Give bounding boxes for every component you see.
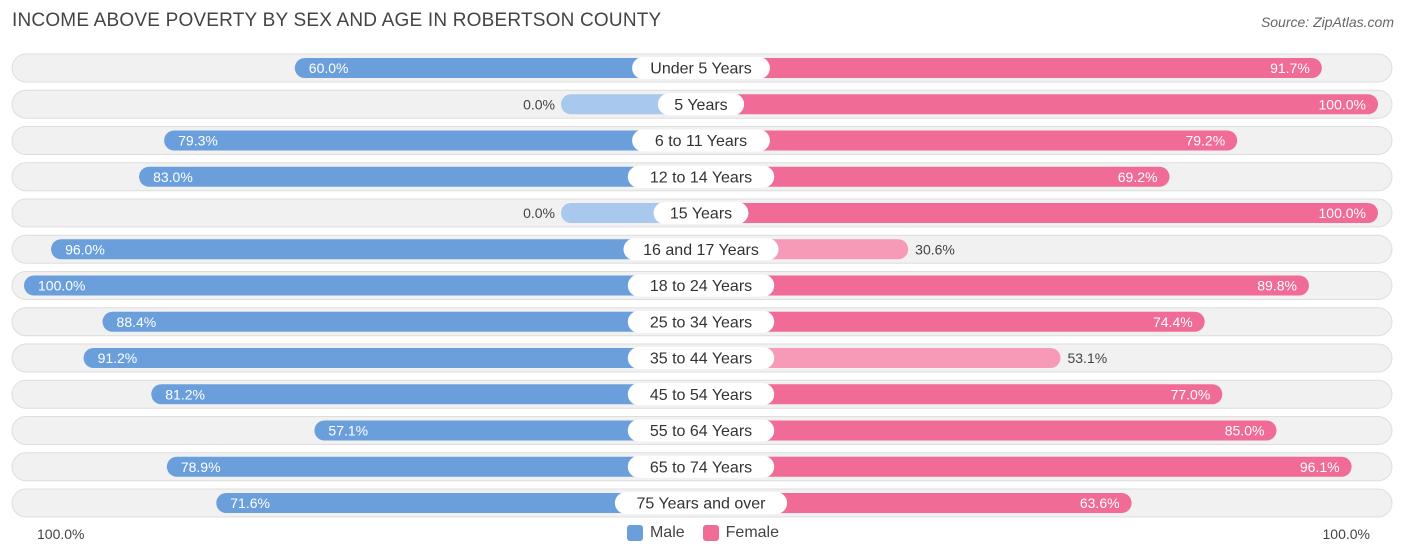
- female-bar: [701, 166, 1170, 187]
- female-value-label: 96.1%: [1300, 459, 1340, 475]
- female-swatch: [702, 525, 719, 541]
- female-value-label: 79.2%: [1185, 133, 1225, 149]
- female-value-label: 77.0%: [1171, 386, 1211, 402]
- female-bar: [701, 348, 1061, 368]
- male-bar: [51, 239, 701, 260]
- category-label: 35 to 44 Years: [650, 351, 752, 368]
- female-value-label: 74.4%: [1153, 314, 1193, 330]
- legend-item-female: Female: [702, 524, 780, 542]
- axis-left-label: 100.0%: [37, 526, 85, 542]
- category-label: 75 Years and over: [637, 496, 767, 513]
- male-value-label: 78.9%: [181, 459, 221, 475]
- female-bar: [701, 275, 1309, 296]
- male-value-label: 83.0%: [153, 169, 193, 185]
- male-swatch: [626, 525, 643, 541]
- category-label: 18 to 24 Years: [650, 278, 752, 295]
- female-bar: [701, 420, 1277, 441]
- male-bar: [139, 166, 702, 187]
- male-bar: [294, 58, 701, 78]
- male-value-label: 91.2%: [98, 350, 138, 366]
- female-bar: [701, 94, 1378, 115]
- male-bar: [166, 456, 702, 477]
- category-pill: [627, 383, 775, 406]
- female-value-label: 89.8%: [1257, 278, 1297, 294]
- female-value-label: 30.6%: [915, 241, 955, 257]
- category-label: 12 to 14 Years: [650, 169, 752, 186]
- source-label: Source: ZipAtlas.com: [1260, 14, 1394, 30]
- female-bar: [701, 493, 1132, 513]
- category-pill: [627, 419, 775, 442]
- category-pill: [657, 93, 745, 116]
- female-bar: [701, 456, 1352, 477]
- legend: Male Female: [0, 524, 1406, 542]
- male-bar: [216, 493, 701, 513]
- category-label: 6 to 11 Years: [655, 133, 747, 150]
- male-value-label: 88.4%: [117, 314, 157, 330]
- category-pill: [627, 347, 775, 369]
- category-label: 65 to 74 Years: [650, 459, 752, 476]
- category-label: 15 Years: [670, 206, 732, 223]
- male-bar: [164, 130, 701, 151]
- female-value-label: 53.1%: [1067, 350, 1107, 366]
- category-pill: [627, 310, 775, 333]
- category-label: 5 Years: [674, 97, 727, 114]
- category-pill: [627, 165, 775, 188]
- male-bar: [24, 275, 701, 296]
- male-value-label: 100.0%: [38, 278, 85, 294]
- female-bar: [701, 311, 1205, 332]
- female-bar: [701, 58, 1322, 78]
- legend-label-male: Male: [649, 524, 685, 541]
- male-value-label: 0.0%: [523, 96, 555, 112]
- category-pill: [653, 202, 749, 224]
- female-bar: [701, 130, 1238, 151]
- male-bar: [151, 384, 701, 405]
- category-label: 55 to 64 Years: [650, 423, 752, 440]
- category-pill: [627, 455, 775, 478]
- male-bar: [102, 311, 702, 332]
- axis-right-label: 100.0%: [1322, 526, 1370, 542]
- chart-title: INCOME ABOVE POVERTY BY SEX AND AGE IN R…: [12, 10, 662, 31]
- category-label: 45 to 54 Years: [650, 387, 752, 404]
- male-value-label: 0.0%: [523, 205, 555, 221]
- male-bar: [83, 348, 702, 368]
- female-value-label: 63.6%: [1080, 495, 1120, 511]
- category-pill: [614, 492, 788, 514]
- category-label: Under 5 Years: [650, 61, 751, 78]
- female-bar: [701, 203, 1378, 223]
- female-value-label: 85.0%: [1225, 423, 1265, 439]
- category-label: 16 and 17 Years: [643, 242, 759, 259]
- legend-label-female: Female: [725, 524, 780, 541]
- category-label: 25 to 34 Years: [650, 314, 752, 331]
- category-pill: [627, 274, 775, 297]
- male-value-label: 81.2%: [165, 386, 205, 402]
- category-pill: [632, 129, 770, 152]
- female-value-label: 100.0%: [1319, 205, 1366, 221]
- male-value-label: 71.6%: [230, 495, 270, 511]
- female-value-label: 91.7%: [1270, 60, 1310, 76]
- male-value-label: 79.3%: [178, 133, 218, 149]
- male-value-label: 96.0%: [65, 241, 105, 257]
- female-value-label: 69.2%: [1118, 169, 1158, 185]
- female-value-label: 100.0%: [1319, 96, 1366, 112]
- female-bar: [701, 384, 1223, 405]
- legend-item-male: Male: [626, 524, 685, 542]
- male-value-label: 57.1%: [328, 423, 368, 439]
- male-bar: [314, 420, 701, 441]
- category-pill: [632, 57, 770, 79]
- category-pill: [623, 238, 779, 261]
- male-value-label: 60.0%: [309, 60, 349, 76]
